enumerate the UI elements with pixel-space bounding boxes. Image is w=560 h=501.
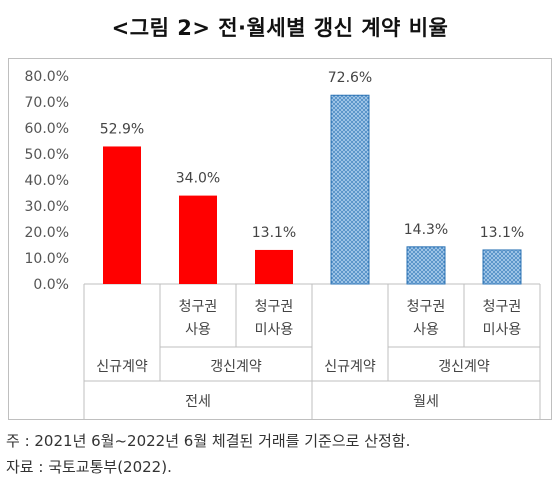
sub-category-label: 갱신계약 bbox=[210, 359, 262, 375]
detail-category-label: 청구권 bbox=[483, 299, 522, 315]
bar bbox=[406, 246, 446, 285]
detail-category-label: 청구권 bbox=[255, 299, 294, 315]
detail-category-label: 미사용 bbox=[255, 322, 294, 338]
y-tick-label: 30.0% bbox=[25, 199, 69, 215]
sub-category-label: 신규계약 bbox=[96, 359, 148, 375]
detail-category-label: 사용 bbox=[185, 322, 211, 338]
chart-title: <그림 2> 전·월세별 갱신 계약 비율 bbox=[111, 16, 449, 40]
data-label: 13.1% bbox=[252, 225, 296, 241]
sub-category-label: 갱신계약 bbox=[438, 359, 490, 375]
data-label: 13.1% bbox=[480, 225, 524, 241]
group-label: 월세 bbox=[413, 394, 439, 410]
sub-category-label: 신규계약 bbox=[324, 359, 376, 375]
group-label: 전세 bbox=[185, 394, 211, 410]
detail-category-label: 청구권 bbox=[179, 299, 218, 315]
data-label: 34.0% bbox=[176, 171, 220, 187]
y-tick-label: 50.0% bbox=[25, 147, 69, 163]
bar bbox=[179, 195, 217, 284]
bar bbox=[103, 146, 141, 284]
footnotes: 주 : 2021년 6월~2022년 6월 체결된 거래를 기준으로 산정함. … bbox=[6, 428, 554, 480]
y-tick-label: 20.0% bbox=[25, 225, 69, 241]
bar bbox=[330, 94, 370, 285]
y-tick-label: 70.0% bbox=[25, 95, 69, 111]
footnote-source: 자료 : 국토교통부(2022). bbox=[6, 458, 172, 476]
footnote-basis: 주 : 2021년 6월~2022년 6월 체결된 거래를 기준으로 산정함. bbox=[6, 432, 411, 450]
bar bbox=[482, 249, 522, 285]
chart-frame: 0.0% 10.0% 20.0% 30.0% 40.0% 50.0% 60.0% 70.0% 8… bbox=[8, 58, 552, 420]
data-label: 52.9% bbox=[100, 121, 144, 137]
data-label: 14.3% bbox=[404, 222, 448, 238]
y-tick-label: 40.0% bbox=[25, 173, 69, 189]
y-tick-label: 80.0% bbox=[25, 69, 69, 85]
y-tick-label: 0.0% bbox=[33, 277, 69, 293]
data-label: 72.6% bbox=[328, 70, 372, 86]
y-tick-label: 60.0% bbox=[25, 121, 69, 137]
detail-category-label: 청구권 bbox=[407, 299, 446, 315]
y-tick-label: 10.0% bbox=[25, 251, 69, 267]
detail-category-label: 미사용 bbox=[483, 322, 522, 338]
bar bbox=[255, 249, 293, 284]
bar-chart: 0.0% 10.0% 20.0% 30.0% 40.0% 50.0% 60.0% 70.0% 8… bbox=[25, 69, 541, 419]
detail-category-label: 사용 bbox=[413, 322, 439, 338]
